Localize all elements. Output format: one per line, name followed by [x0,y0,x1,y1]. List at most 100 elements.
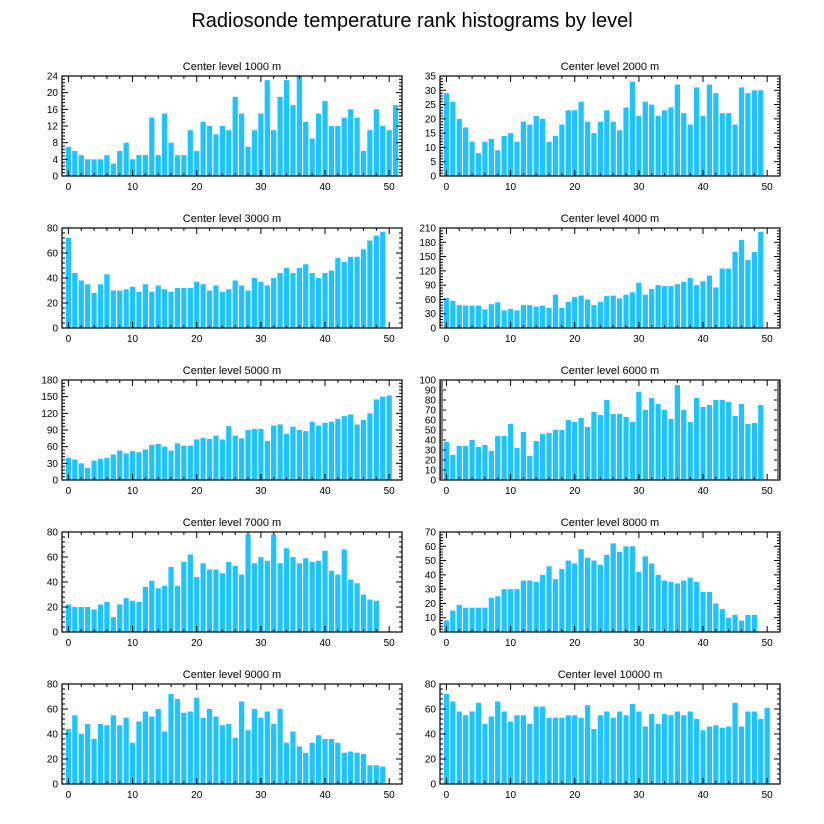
bar [687,278,693,328]
bar [117,450,123,480]
bar [565,301,571,328]
x-tick-label: 10 [127,638,139,649]
y-tick-label: 0 [52,172,58,183]
bar [271,534,277,632]
bar [123,142,129,176]
x-tick-label: 40 [697,334,709,345]
y-tick-label: 30 [425,585,437,596]
bar [117,151,123,176]
bar [232,435,238,480]
bar [360,594,367,632]
bar [200,717,206,784]
bar [597,415,604,480]
bar [136,291,142,328]
bar [655,724,661,784]
bar [674,84,680,176]
bar [450,300,456,328]
bar [604,400,610,480]
bar [540,706,546,784]
bar [97,604,104,632]
bar [168,567,174,632]
x-tick-label: 10 [505,638,517,649]
bar [142,711,149,784]
bar [751,711,757,784]
bar [155,709,161,784]
bar [341,416,347,480]
bar [546,308,552,328]
x-tick-label: 30 [633,638,645,649]
bar [661,410,668,480]
bar [758,231,764,328]
x-tick-label: 50 [762,182,774,193]
bar [232,737,238,784]
bar [238,701,245,784]
x-tick-label: 20 [191,790,203,801]
bar [732,614,738,632]
bar [488,304,494,328]
bar [91,739,97,784]
y-tick-label: 80 [47,528,59,539]
bar [200,121,206,176]
bar [661,714,668,784]
bar [745,93,751,176]
bar [456,446,462,480]
x-tick-label: 20 [569,334,581,345]
bar [213,569,219,632]
bar [668,715,674,784]
y-tick-label: 4 [52,155,58,166]
bar [642,101,648,176]
panel-2: Center level 2000 m 0 10 20 30 40 50 0 5 10 15 20 25… [425,61,781,193]
bar [354,583,360,632]
bar [546,566,552,632]
bar [174,443,181,480]
bar [162,113,168,176]
bar [264,80,270,176]
y-tick-label: 50 [425,556,437,567]
panel-title: Center level 7000 m [183,517,281,529]
bar [264,441,270,480]
bar [328,421,335,480]
bar [72,459,78,480]
figure-title: Radiosonde temperature rank histograms b… [191,10,633,32]
bar [636,282,642,328]
bar [187,554,193,632]
x-tick-label: 40 [319,790,331,801]
bar [206,126,213,176]
bar [386,395,392,480]
bar [520,432,527,480]
bar [758,405,764,480]
bar [604,110,610,176]
y-tick-label: 120 [41,409,58,420]
bar [693,398,700,480]
bar [456,305,462,328]
x-tick-label: 50 [762,638,774,649]
bar [450,455,456,480]
panel-title: Center level 5000 m [183,365,281,377]
bar [110,454,116,480]
bar [533,706,539,784]
bar [463,127,469,176]
bar [655,404,661,480]
y-tick-label: 150 [419,252,436,263]
bar [482,141,488,176]
bar [610,121,616,176]
bar [456,604,462,632]
bar [642,410,648,480]
x-tick-label: 30 [255,790,267,801]
bar [258,428,264,480]
y-tick-label: 20 [47,299,59,310]
y-tick-label: 30 [425,309,437,320]
bar [726,113,732,176]
bar [380,766,386,784]
bar [104,457,110,480]
x-tick-label: 10 [505,182,517,193]
bar [616,130,623,176]
bar [206,569,213,632]
x-tick-label: 0 [66,486,72,497]
bar [488,138,494,176]
bar [687,711,693,784]
bar [552,430,559,480]
bar [469,305,475,328]
bar [540,118,546,176]
bar [604,296,610,328]
